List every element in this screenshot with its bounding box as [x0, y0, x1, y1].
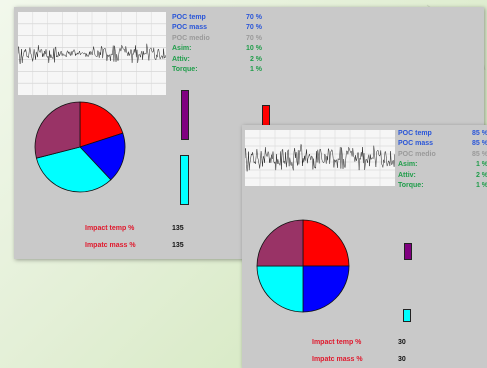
distribution-pie-2: [256, 219, 350, 313]
metric-value: 1 %: [475, 161, 487, 169]
impact-value: 135: [172, 225, 184, 232]
metric-label: POC temp: [172, 14, 206, 21]
metric-row: Attiv: 2 %: [398, 171, 487, 181]
pie-slice-cyan: [35, 146, 112, 193]
metric-label: POC medio: [172, 34, 210, 42]
metric-row: Asim: 10 %: [172, 44, 262, 54]
impact-value: 30: [398, 339, 406, 346]
waveform-trace: [245, 144, 395, 172]
metric-row: POC mass 70 %: [172, 23, 262, 33]
metric-value: 70 %: [246, 14, 262, 21]
pie-slice-blue: [79, 132, 126, 181]
signal-waveform-1: [18, 12, 166, 95]
impact-value: 135: [172, 242, 184, 249]
metric-value: 2 %: [249, 55, 262, 63]
monitor-panel-2: POC temp 85 % POC mass 85 % POC medio 85…: [242, 125, 487, 368]
metrics-list-1: POC temp 70 % POC mass 70 % POC medio 70…: [172, 13, 262, 75]
distribution-pie-1: [34, 101, 126, 193]
pie-slice-red: [79, 101, 124, 148]
metric-label: Asim:: [172, 45, 192, 53]
metric-value: 1 %: [249, 65, 262, 73]
pie-slice-maroon: [256, 219, 304, 267]
cyan-level-bar: [180, 155, 189, 205]
metric-label: Torque:: [172, 65, 198, 73]
metric-label: Asim:: [398, 161, 418, 169]
signal-waveform-2: [245, 130, 395, 186]
impact-label: Impact temp %: [85, 225, 135, 232]
purple-level-bar: [404, 243, 412, 260]
metric-row: POC medio 85 %: [398, 150, 487, 160]
cyan-level-bar: [403, 309, 411, 322]
impact-label: Impact temp %: [312, 339, 362, 346]
metric-label: Torque:: [398, 181, 424, 189]
metric-row: Asim: 1 %: [398, 160, 487, 170]
metric-label: POC mass: [172, 24, 208, 32]
impact-label: Impatc mass %: [312, 356, 363, 363]
metric-label: POC medio: [398, 150, 436, 158]
metric-row: POC temp 85 %: [398, 129, 487, 139]
metric-row: Torque: 1 %: [398, 181, 487, 191]
metric-label: POC temp: [398, 130, 432, 137]
metrics-list-2: POC temp 85 % POC mass 85 % POC medio 85…: [398, 129, 487, 191]
metric-row: POC mass 85 %: [398, 139, 487, 149]
metric-label: POC mass: [398, 140, 434, 148]
metric-value: 2 %: [475, 171, 487, 179]
pie-slice-blue: [302, 265, 350, 313]
metric-row: POC medio 70 %: [172, 34, 262, 44]
metric-row: POC temp 70 %: [172, 13, 262, 23]
metric-label: Attiv:: [398, 171, 416, 179]
metric-row: Attiv: 2 %: [172, 55, 262, 65]
pie-slice-red: [302, 219, 350, 267]
metric-value: 85 %: [472, 130, 487, 137]
metric-value: 85 %: [472, 140, 487, 148]
metric-value: 1 %: [475, 181, 487, 189]
waveform-trace: [18, 43, 166, 65]
pie-slice-cyan: [256, 265, 304, 313]
metric-value: 10 %: [246, 45, 262, 53]
metric-value: 70 %: [246, 34, 262, 42]
metric-row: Torque: 1 %: [172, 65, 262, 75]
metric-value: 70 %: [246, 24, 262, 32]
metric-label: Attiv:: [172, 55, 190, 63]
purple-level-bar: [181, 90, 189, 140]
pie-slice-maroon: [34, 101, 81, 159]
impact-value: 30: [398, 356, 406, 363]
metric-value: 85 %: [472, 150, 487, 158]
impact-label: Impatc mass %: [85, 242, 136, 249]
